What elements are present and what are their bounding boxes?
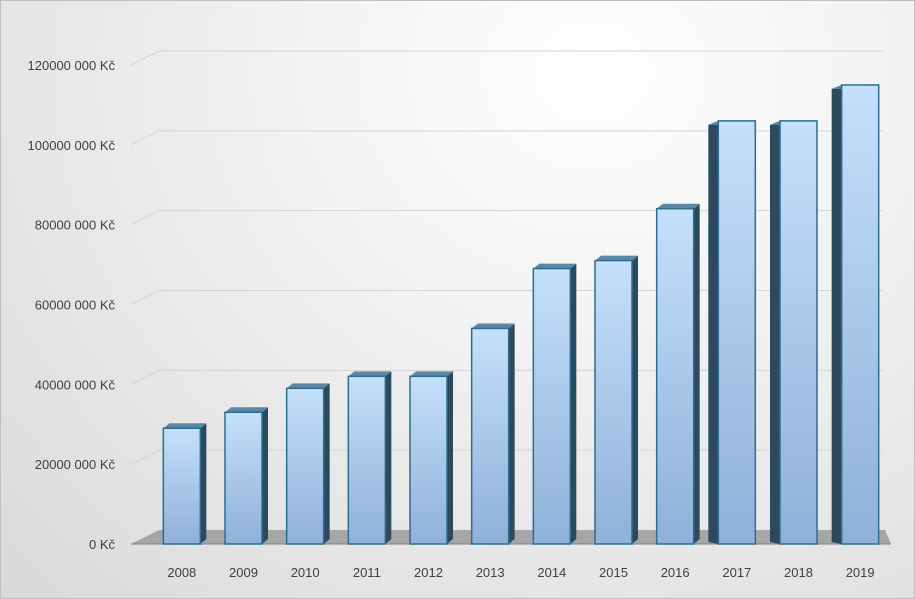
x-tick-label: 2009 bbox=[229, 565, 258, 580]
gridline-diagonal bbox=[130, 369, 160, 385]
bar-side bbox=[770, 120, 780, 544]
x-tick-label: 2019 bbox=[846, 565, 875, 580]
x-tick-label: 2014 bbox=[537, 565, 566, 580]
bar-top bbox=[410, 371, 453, 377]
bar bbox=[594, 255, 638, 545]
bar-side bbox=[570, 263, 577, 544]
bar bbox=[224, 407, 268, 545]
gridline-diagonal bbox=[130, 290, 160, 305]
x-tick-label: 2016 bbox=[661, 565, 690, 580]
bar-front bbox=[532, 267, 572, 545]
bar bbox=[655, 203, 700, 545]
bar bbox=[831, 84, 880, 545]
bar-side bbox=[323, 383, 330, 544]
bar-front bbox=[470, 327, 510, 545]
gridline-diagonal bbox=[130, 210, 160, 226]
bar-side bbox=[262, 407, 268, 544]
bar-side bbox=[708, 120, 719, 544]
gridline-diagonal bbox=[130, 449, 160, 465]
bar-front bbox=[840, 84, 880, 545]
x-tick-label: 2011 bbox=[353, 565, 381, 580]
bar-top bbox=[533, 263, 577, 269]
gridline-diagonal bbox=[130, 130, 160, 146]
bar-front bbox=[779, 120, 818, 545]
x-tick-label: 2008 bbox=[167, 565, 196, 580]
x-tick-label: 2017 bbox=[722, 565, 751, 580]
x-tick-label: 2010 bbox=[291, 565, 320, 580]
bar-side bbox=[385, 371, 392, 544]
y-tick-label: 100000 000 Kč bbox=[28, 138, 116, 153]
bar-top bbox=[471, 323, 515, 329]
bar-top bbox=[225, 407, 268, 413]
bar-side bbox=[632, 255, 638, 544]
bar-side bbox=[508, 323, 515, 544]
bar-front bbox=[594, 259, 633, 545]
bar bbox=[470, 323, 515, 545]
bar-side bbox=[831, 84, 842, 544]
y-tick-label: 60000 000 Kč bbox=[35, 298, 116, 313]
bar-top bbox=[163, 423, 207, 429]
gridlines bbox=[130, 50, 883, 465]
bar-front bbox=[285, 387, 325, 545]
bar bbox=[770, 120, 818, 545]
bar-top bbox=[595, 255, 638, 261]
bars bbox=[162, 84, 880, 545]
bar bbox=[409, 371, 453, 545]
y-tick-label: 40000 000 Kč bbox=[35, 377, 116, 392]
y-tick-label: 20000 000 Kč bbox=[35, 457, 116, 472]
gridline-diagonal bbox=[130, 50, 160, 66]
x-tick-label: 2015 bbox=[599, 565, 628, 580]
bar bbox=[347, 371, 392, 545]
bar-front bbox=[655, 207, 695, 545]
bar bbox=[285, 383, 330, 545]
bar-front bbox=[162, 427, 202, 545]
bar bbox=[162, 423, 207, 545]
bar-side bbox=[200, 423, 207, 544]
bar-side bbox=[693, 203, 700, 544]
y-tick-label: 80000 000 Kč bbox=[35, 218, 116, 233]
y-axis-ticks: 0 Kč 20000 000 Kč 40000 000 Kč 60000 000 Kč… bbox=[28, 58, 116, 552]
x-axis-ticks: 2008 2009 2010 2011 2012 2013 2014 2015 2016 2017… bbox=[167, 565, 874, 580]
bar-top bbox=[348, 371, 392, 377]
x-tick-label: 2013 bbox=[476, 565, 505, 580]
bar-front bbox=[717, 120, 757, 545]
bar-top bbox=[286, 383, 330, 389]
bar-top bbox=[656, 203, 700, 209]
bar-front bbox=[224, 411, 263, 545]
bar bbox=[532, 263, 577, 545]
bar-side bbox=[447, 371, 453, 544]
bar-front bbox=[409, 375, 448, 545]
x-tick-label: 2012 bbox=[414, 565, 443, 580]
bar bbox=[708, 120, 757, 545]
y-tick-label: 0 Kč bbox=[89, 537, 116, 552]
bar-front bbox=[347, 375, 387, 545]
y-tick-label: 120000 000 Kč bbox=[28, 58, 116, 73]
x-tick-label: 2018 bbox=[784, 565, 813, 580]
